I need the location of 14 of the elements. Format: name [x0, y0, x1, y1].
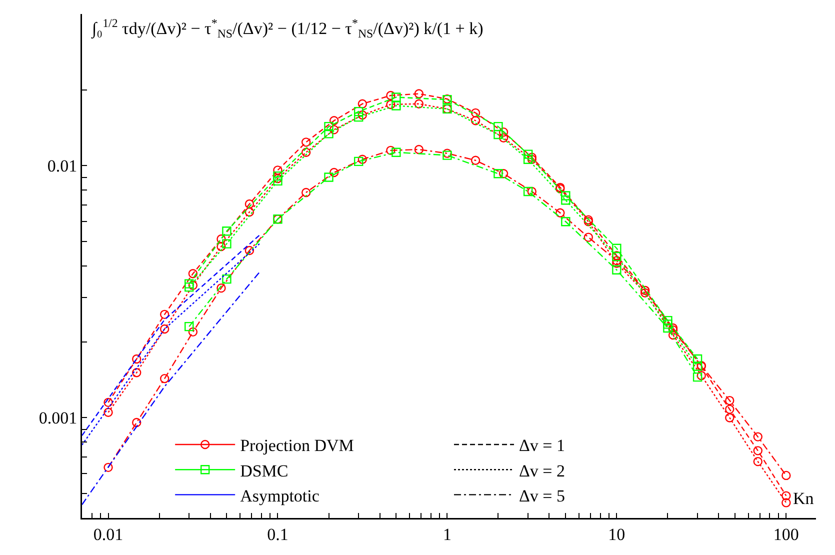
annotation: Δv = 5: [519, 486, 566, 506]
x-tick-label: 0.01: [93, 524, 124, 544]
x-axis-title: Kn: [793, 489, 814, 508]
x-tick-label: 10: [608, 524, 626, 544]
legend-label: Projection DVM: [240, 436, 354, 456]
legend-label: DSMC: [240, 461, 288, 480]
legend-label: Asymptotic: [240, 486, 320, 506]
text: ∫₀$^{1/2}$ τdy/(Δv)² − τ$^{*}$$_{NS}$/(Δv)² − (1/12 − τ$^{*}$$_{NS}$/(Δv)²) k/(1 + k): [92, 16, 484, 41]
annotation: Δv = 1: [519, 436, 566, 456]
x-tick-label: 0.1: [267, 524, 288, 544]
x-tick-label: 1: [442, 524, 452, 544]
y-tick-label: 0.001: [38, 408, 78, 428]
x-tick-label: 100: [773, 524, 799, 544]
annotation: Δv = 2: [519, 461, 566, 480]
